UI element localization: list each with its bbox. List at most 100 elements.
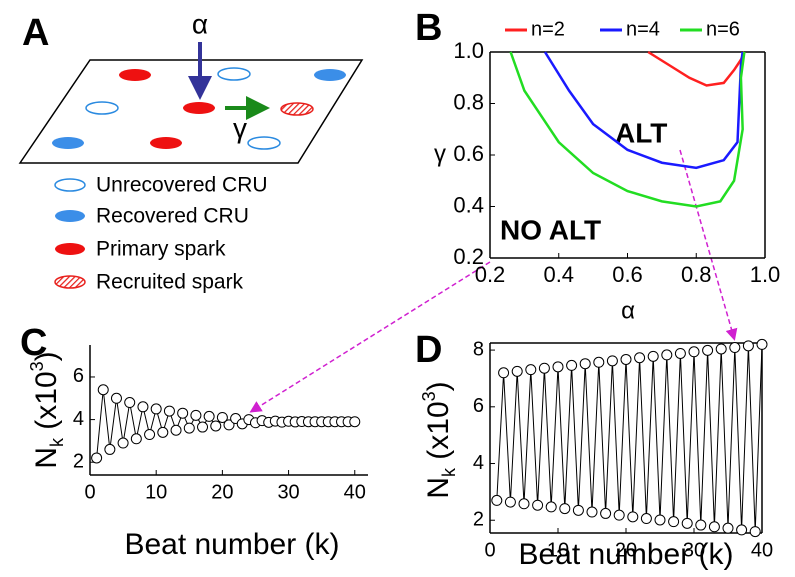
legend-label: n=4 [626,18,660,40]
x-tick-label: 0.6 [612,262,643,287]
y-axis-label-part: ) [422,381,455,391]
primary-spark [119,69,151,81]
data-point [668,516,680,528]
y-axis-label-part: 3 [419,391,439,401]
panel-label: A [22,12,49,54]
data-point [552,361,564,373]
x-tick-label: 10 [145,481,167,503]
link-arrow [679,149,738,341]
data-point [117,437,129,449]
legend-swatch [54,178,86,192]
y-axis-label-part: N [422,477,455,499]
data-point [715,343,727,355]
y-axis-label: γ [434,140,446,167]
legend-label: n=2 [531,18,565,40]
data-point [532,499,544,511]
x-axis-label: α [621,297,635,324]
x-tick-label: 40 [751,539,773,561]
gamma-symbol: γ [233,112,247,143]
data-point [688,346,700,358]
recruited-spark [280,102,314,116]
y-axis-label-part: ) [30,351,63,361]
data-point [197,421,209,433]
annotation: ALT [615,117,667,148]
x-tick-label: 0 [484,539,495,561]
x-tick-label: 0.4 [543,262,574,287]
unrecovered-cru [217,67,251,81]
data-point [545,501,557,513]
data-point [627,511,639,523]
chart: C 0 10 20 30 40 2 4 6 Beat number (k) Nk (x103) [20,322,368,561]
y-axis-label-part: k [47,437,67,447]
data-point [572,504,584,516]
data-point [177,407,189,419]
x-tick-label: 0.2 [475,262,506,287]
data-point [518,498,530,510]
data-point [183,422,195,434]
data-point [702,344,714,356]
data-point [170,424,182,436]
x-tick-label: 40 [344,481,366,503]
data-point [654,514,666,526]
recovered-cru [314,69,346,81]
y-axis-label: Nk (x103) [27,351,67,468]
data-point [566,359,578,371]
x-axis-label: Beat number (k) [518,538,733,571]
legend-label: Recruited spark [96,271,244,294]
y-axis-label-part: (x10 [422,401,455,468]
data-point [674,347,686,359]
y-tick-label: 0.2 [453,244,484,269]
y-tick-label: 8 [473,338,484,360]
y-tick-label: 6 [473,395,484,417]
y-tick-label: 4 [73,408,84,430]
data-point [110,392,122,404]
legend-label: Recovered CRU [96,205,249,228]
data-point [729,342,741,354]
data-point [579,358,591,370]
data-point [130,433,142,445]
data-point [661,349,673,361]
data-point [216,411,228,423]
data-point [491,494,503,506]
data-point [640,513,652,525]
x-axis-label: Beat number (k) [124,528,339,561]
data-point [708,521,720,533]
x-tick-label: 20 [211,481,233,503]
data-point [681,517,693,529]
y-axis-label-part: (x10 [30,371,63,438]
y-tick-label: 0.6 [453,141,484,166]
data-point [137,401,149,413]
x-tick-label: 0.8 [681,262,712,287]
y-axis-label-part: k [439,467,459,477]
link-arrow [249,261,491,413]
recovered-cru [52,137,84,149]
data-point [600,507,612,519]
data-point [223,419,235,431]
primary-spark [150,137,182,149]
data-point [606,355,618,367]
data-point [736,524,748,536]
unrecovered-cru [247,136,281,150]
data-point [203,410,215,422]
data-point [586,506,598,518]
y-axis-label-part: 3 [27,361,47,371]
panel-a: A α γ Unrecovered CRU Recovered CRU Prim… [18,8,364,294]
y-tick-label: 2 [73,450,84,472]
data-point [756,338,768,350]
y-tick-label: 0.8 [453,89,484,114]
data-point [504,496,516,508]
data-point [150,403,162,415]
data-point [511,365,523,377]
y-tick-label: 6 [73,365,84,387]
y-tick-label: 1.0 [453,38,484,63]
data-point [695,519,707,531]
y-tick-label: 0.4 [453,192,484,217]
x-tick-label: 10 [547,539,569,561]
legend-label: Unrecovered CRU [96,174,268,197]
data-point [349,416,361,428]
panel-label: D [415,329,442,371]
panel-label: B [415,7,442,49]
data-point [593,356,605,368]
legend-label: Primary spark [96,238,226,261]
